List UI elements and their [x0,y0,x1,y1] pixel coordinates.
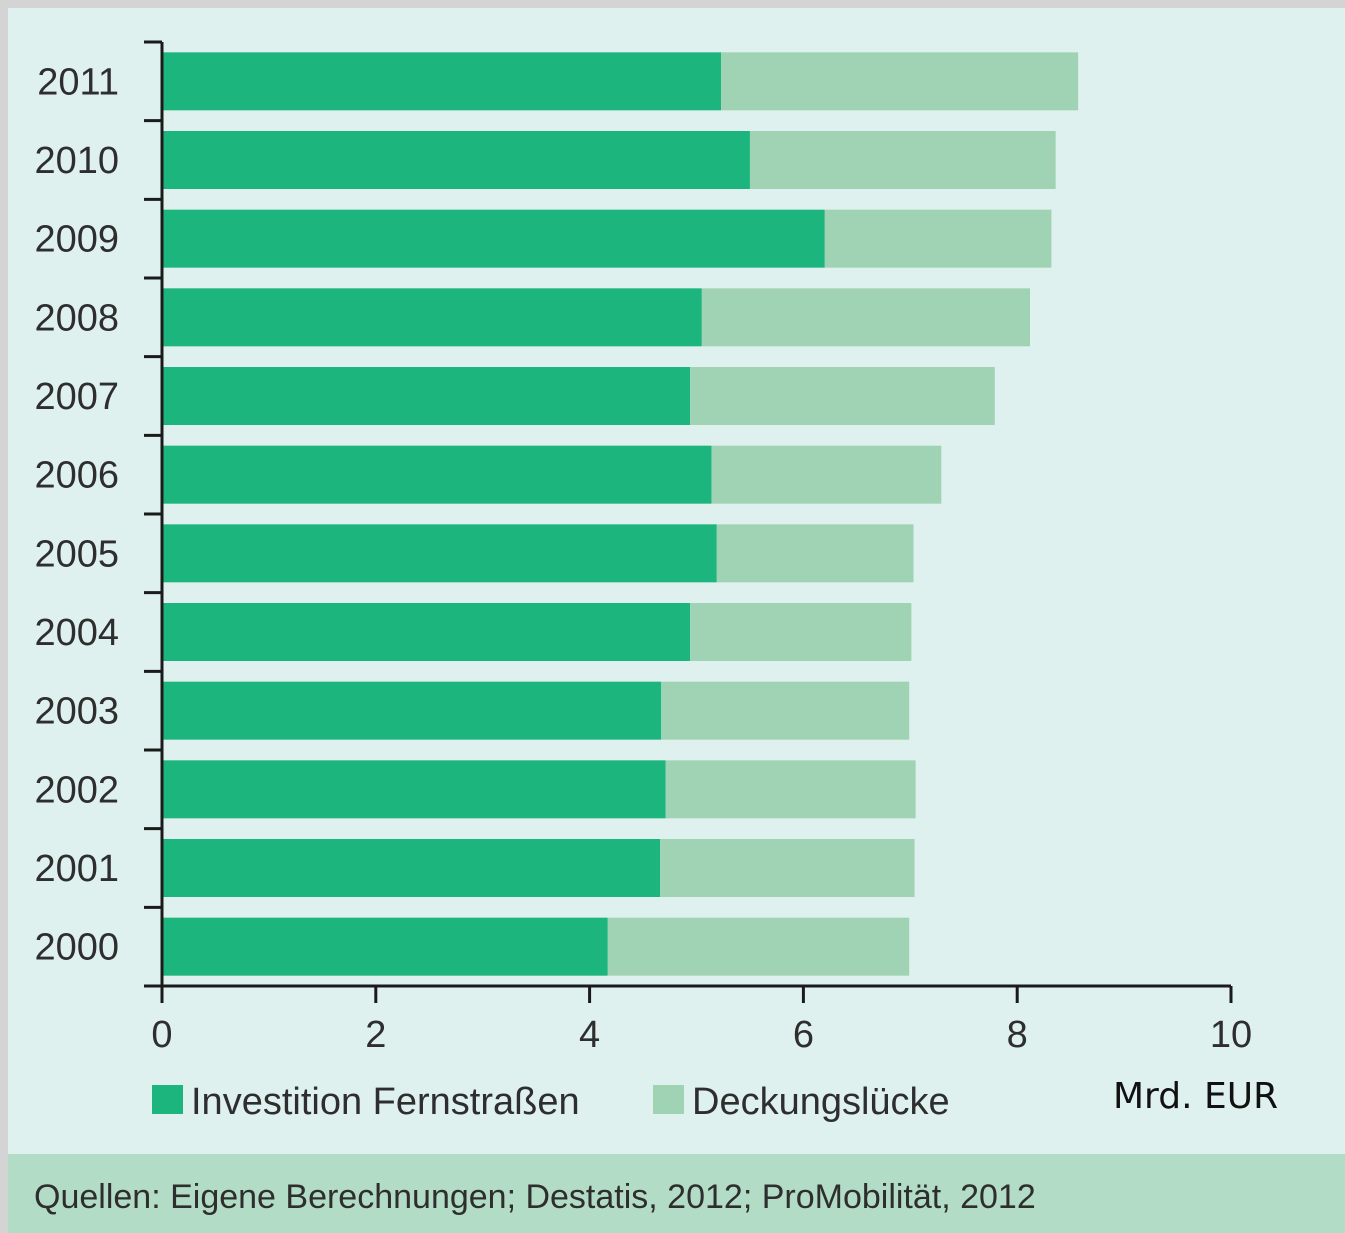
bar-deckungsluecke-2010 [749,131,1056,189]
bar-deckungsluecke-2000 [607,917,910,976]
legend-label-1: Investition Fernstraßen [191,1081,580,1123]
bar-investition-2011 [162,52,722,111]
bar-investition-2003 [162,681,662,740]
y-tick-label-2003: 2003 [34,691,119,733]
x-tick-label-2: 2 [365,1014,386,1056]
bar-investition-2007 [162,367,691,425]
bar-investition-2001 [162,839,661,897]
y-tick-label-2010: 2010 [34,140,119,182]
bar-deckungsluecke-2003 [661,681,910,740]
y-tick-label-2000: 2000 [34,927,119,969]
legend-swatch-2 [653,1085,684,1114]
y-tick-label-2004: 2004 [34,612,119,654]
bar-investition-2009 [162,209,825,268]
chart-area: 2011 2010 2009 2008 2007 2006 2005 2004 2003 2002… [34,40,1278,1123]
bar-deckungsluecke-2001 [660,839,915,897]
bar-investition-2010 [162,131,750,189]
bar-deckungsluecke-2009 [824,209,1052,268]
x-tick-label-6: 6 [793,1014,814,1056]
source-footer: Quellen: Eigene Berechnungen; Destatis, … [8,1154,1345,1233]
bar-investition-2005 [162,524,717,583]
x-axis-unit-label: Mrd. EUR [1113,1076,1278,1117]
stacked-bar-chart: 2011201020092008200720062005200420032002… [34,40,1278,1123]
x-tick-label-4: 4 [579,1014,600,1056]
bar-deckungsluecke-2008 [701,288,1031,347]
legend-swatch-1 [152,1085,183,1114]
y-tick-label-2009: 2009 [34,219,119,261]
bar-deckungsluecke-2005 [716,524,914,583]
y-tick-label-2002: 2002 [34,769,119,811]
source-text: Quellen: Eigene Berechnungen; Destatis, … [34,1178,1036,1216]
bar-investition-2004 [162,603,691,661]
bar-deckungsluecke-2011 [721,52,1079,111]
x-tick-label-0: 0 [151,1014,172,1056]
bar-deckungsluecke-2007 [690,367,995,425]
y-tick-label-2005: 2005 [34,533,119,575]
x-tick-label-10: 10 [1210,1014,1252,1056]
y-tick-label-2008: 2008 [34,297,119,339]
legend-label-2: Deckungslücke [692,1081,950,1123]
x-tick-label-8: 8 [1007,1014,1028,1056]
bar-investition-2000 [162,917,608,976]
bar-investition-2008 [162,288,702,347]
y-tick-label-2011: 2011 [37,61,119,103]
bar-investition-2006 [162,445,712,504]
y-tick-label-2006: 2006 [34,455,119,497]
y-tick-label-2007: 2007 [34,376,119,418]
y-tick-label-2001: 2001 [34,848,119,890]
bar-deckungsluecke-2004 [690,603,912,661]
bar-investition-2002 [162,760,666,819]
bar-deckungsluecke-2002 [665,760,916,819]
bar-deckungsluecke-2006 [711,445,942,504]
